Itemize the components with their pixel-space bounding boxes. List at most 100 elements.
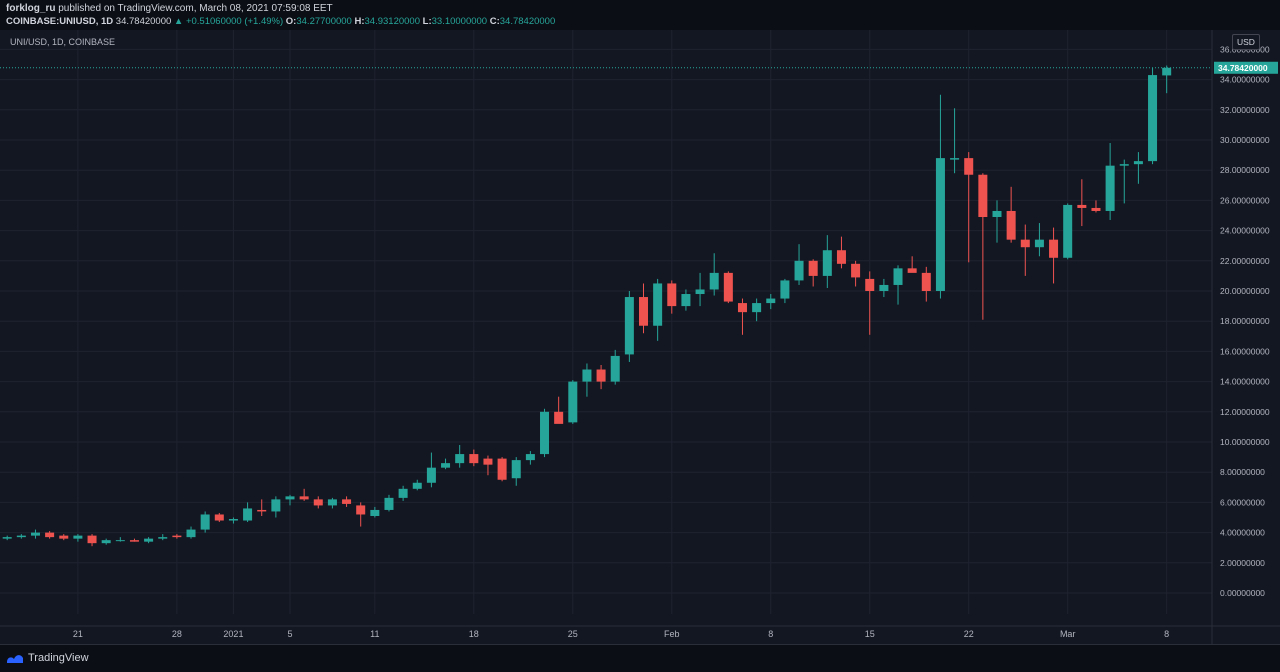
candle-body-down bbox=[129, 540, 139, 542]
candle-body-down bbox=[469, 454, 479, 464]
candle-body-up bbox=[935, 158, 945, 291]
candle-body-up bbox=[950, 158, 960, 160]
candle-body-down bbox=[59, 535, 69, 539]
y-tick-label: 28.00000000 bbox=[1220, 165, 1270, 175]
candle-body-up bbox=[709, 272, 719, 290]
candle-body-up bbox=[582, 369, 592, 382]
currency-button[interactable]: USD bbox=[1232, 34, 1260, 50]
candle-body-up bbox=[568, 381, 578, 423]
y-tick-label: 2.00000000 bbox=[1220, 558, 1265, 568]
candle-body-up bbox=[1034, 239, 1044, 248]
x-tick-label: 21 bbox=[73, 629, 83, 639]
last-price-label: 34.78420000 bbox=[1218, 63, 1268, 73]
brand-label: TradingView bbox=[28, 652, 89, 664]
publish-line: forklog_ru published on TradingView.com,… bbox=[6, 3, 333, 14]
candle-body-up bbox=[115, 540, 125, 542]
y-tick-label: 12.00000000 bbox=[1220, 407, 1270, 417]
y-tick-label: 8.00000000 bbox=[1220, 467, 1265, 477]
x-tick-label: 8 bbox=[1164, 629, 1169, 639]
candle-body-up bbox=[441, 463, 451, 468]
x-tick-label: 25 bbox=[568, 629, 578, 639]
candle-body-down bbox=[483, 458, 493, 465]
x-tick-label: 8 bbox=[768, 629, 773, 639]
candle-body-down bbox=[808, 260, 818, 276]
y-tick-label: 4.00000000 bbox=[1220, 528, 1265, 538]
candle-body-up bbox=[780, 280, 790, 299]
candle-body-up bbox=[455, 454, 465, 464]
x-tick-label: 5 bbox=[287, 629, 292, 639]
candle-body-up bbox=[1119, 164, 1129, 166]
x-tick-label: Mar bbox=[1060, 629, 1076, 639]
x-tick-label: 22 bbox=[964, 629, 974, 639]
y-tick-label: 6.00000000 bbox=[1220, 497, 1265, 507]
candle-body-down bbox=[907, 268, 917, 273]
high-value: 34.93120000 bbox=[364, 16, 420, 27]
candle-body-up bbox=[992, 210, 1002, 218]
candle-body-down bbox=[596, 369, 606, 382]
candle-body-down bbox=[667, 283, 677, 307]
candle-body-down bbox=[964, 158, 974, 175]
candle-body-down bbox=[851, 263, 861, 278]
y-tick-label: 30.00000000 bbox=[1220, 135, 1270, 145]
candle-body-up bbox=[200, 514, 210, 530]
candle-body-down bbox=[639, 297, 648, 326]
candle-body-up bbox=[186, 529, 196, 538]
candle-body-up bbox=[1162, 67, 1172, 76]
candle-body-up bbox=[525, 454, 535, 461]
candle-body-up bbox=[1148, 75, 1158, 162]
x-tick-label: 2021 bbox=[223, 629, 243, 639]
candle-body-down bbox=[1049, 239, 1059, 258]
y-tick-label: 16.00000000 bbox=[1220, 346, 1270, 356]
candle-body-up bbox=[243, 508, 253, 521]
y-tick-label: 18.00000000 bbox=[1220, 316, 1270, 326]
candle-body-down bbox=[356, 505, 366, 515]
symbol-label: COINBASE:UNIUSD, 1D bbox=[6, 16, 114, 27]
price-change: ▲ +0.51060000 (+1.49%) bbox=[173, 16, 284, 27]
candle-body-down bbox=[921, 272, 931, 291]
y-tick-label: 26.00000000 bbox=[1220, 195, 1270, 205]
y-tick-label: 34.00000000 bbox=[1220, 75, 1270, 85]
candle-body-up bbox=[794, 260, 804, 281]
author-name[interactable]: forklog_ru bbox=[6, 3, 56, 14]
open-label: O: bbox=[285, 16, 297, 27]
high-label: H: bbox=[354, 16, 365, 27]
low-value: 33.10000000 bbox=[431, 16, 488, 27]
close-value: 34.78420000 bbox=[499, 16, 556, 27]
candle-body-down bbox=[554, 411, 564, 424]
candle-body-down bbox=[723, 272, 733, 302]
last-price: 34.78420000 bbox=[115, 16, 172, 27]
candle-body-down bbox=[172, 535, 182, 538]
tradingview-logo-icon bbox=[7, 654, 23, 663]
candle-body-up bbox=[822, 250, 832, 276]
y-tick-label: 20.00000000 bbox=[1220, 286, 1270, 296]
close-label: C: bbox=[489, 16, 500, 27]
last-price-tag bbox=[1214, 61, 1278, 74]
candle-body-up bbox=[610, 355, 620, 382]
y-tick-label: 14.00000000 bbox=[1220, 377, 1270, 387]
chart-title: UNI/USD, 1D, COINBASE bbox=[10, 37, 115, 47]
candle-body-up bbox=[370, 509, 380, 516]
candle-body-down bbox=[1077, 204, 1087, 208]
candle-body-down bbox=[87, 535, 97, 544]
x-tick-label: 15 bbox=[865, 629, 875, 639]
x-tick-label: Feb bbox=[664, 629, 680, 639]
candle-body-up bbox=[2, 537, 12, 539]
candle-body-down bbox=[1006, 210, 1016, 240]
candle-body-up bbox=[624, 297, 634, 355]
candle-body-up bbox=[144, 538, 154, 542]
tradingview-brand[interactable]: TradingView bbox=[6, 652, 89, 664]
y-tick-label: 32.00000000 bbox=[1220, 105, 1270, 115]
candle-body-up bbox=[1063, 204, 1073, 258]
y-tick-label: 24.00000000 bbox=[1220, 226, 1270, 236]
candle-body-up bbox=[327, 499, 337, 506]
candle-body-up bbox=[384, 497, 394, 510]
candle-body-up bbox=[228, 519, 238, 521]
candle-body-up bbox=[285, 496, 295, 500]
candle-body-up bbox=[695, 289, 705, 295]
candle-body-down bbox=[299, 496, 309, 500]
candle-body-up bbox=[766, 298, 776, 304]
candlestick-chart[interactable]: 0.00000000 2.00000000 4.00000000 6.00000000… bbox=[0, 30, 1280, 644]
open-value: 34.27700000 bbox=[296, 16, 352, 27]
low-label: L: bbox=[422, 16, 432, 27]
candle-body-up bbox=[879, 284, 889, 291]
